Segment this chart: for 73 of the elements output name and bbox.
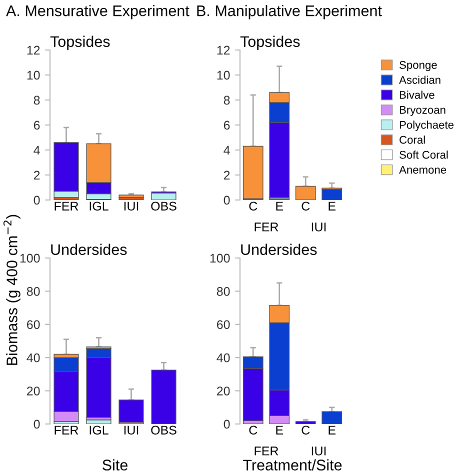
x-tick-label: FER [54,426,78,434]
y-tick-label: 6 [34,120,40,130]
y-tick-label: 20 [27,386,40,396]
x-tick-label: OBS [151,202,176,211]
x-axis-title: Treatment/Site [243,459,342,470]
y-axis-title: Biomass (g 400 cm$^{−2}$) [3,214,20,365]
x-tick-label: E [328,202,336,210]
bar [295,421,316,424]
chart-title: A. Mensurative Experiment [6,5,190,20]
text: FER [254,446,278,456]
legend-label: Soft Coral [400,150,448,159]
y-tick-label: 80 [216,287,230,296]
x-tick-label: IGL [90,426,108,435]
text: IUI [312,222,326,232]
y-tick-label: 12 [217,46,230,55]
text: IUI [312,446,326,456]
y-tick-label: 6 [224,120,230,130]
y-tick-label: 2 [224,170,230,180]
bar [322,189,342,200]
y-tick-label: 2 [34,170,40,180]
x-tick-label: E [276,426,284,434]
x-tick-label: E [276,202,284,210]
y-tick-label: 10 [217,70,230,80]
x-tick-label: C [249,202,258,211]
bar [151,192,176,200]
legend-label: Bivalve [400,90,434,99]
legend-label: Anemone [399,166,446,174]
x-tick-label: C [302,202,310,211]
legend-label: Sponge [400,61,437,72]
y-tick-label: 80 [26,287,40,296]
y-tick-label: 0 [34,420,40,429]
chart-subtitle: Undersides [51,244,127,255]
x-tick-label: E [328,426,336,434]
y-tick-label: 8 [34,96,40,105]
y-tick-label: 60 [27,320,40,330]
y-tick-label: 100 [210,254,230,263]
legend-label: Polychaete [400,120,454,131]
y-tick-label: 10 [27,70,40,80]
chart-subtitle: Undersides [241,244,317,255]
legend-label: Coral [400,136,425,144]
x-axis-title: Site [102,459,128,470]
y-tick-label: 20 [217,386,230,396]
chart-title: B. Manipulative Experiment [197,5,382,20]
bar [86,420,112,424]
bar [322,411,342,424]
text: FER [254,222,278,232]
x-tick-label: C [302,426,310,435]
y-tick-label: 4 [34,146,40,155]
chart-subtitle: Topsides [240,36,300,50]
x-tick-label: IUI [124,202,138,211]
y-tick-label: 40 [26,353,40,362]
x-tick-label: FER [54,202,78,210]
y-tick-label: 60 [217,320,230,330]
y-tick-label: 12 [27,46,40,55]
bar [242,146,264,200]
bar [118,194,144,198]
x-tick-label: C [249,426,258,435]
y-tick-label: 100 [20,254,40,263]
y-tick-label: 0 [224,420,230,429]
legend-label: Ascidian [399,76,440,84]
y-tick-label: 0 [224,196,230,205]
bar [151,370,176,424]
x-tick-label: OBS [151,426,176,435]
x-tick-label: IUI [124,426,138,435]
y-tick-label: 0 [34,196,40,205]
bar [295,186,316,200]
y-tick-label: 40 [216,353,230,362]
y-tick-label: 8 [224,96,230,105]
y-tick-label: 4 [224,146,230,155]
x-tick-label: IGL [90,202,108,211]
bar [118,400,144,423]
chart-subtitle: Topsides [50,36,110,50]
legend-label: Bryozoan [400,106,446,116]
